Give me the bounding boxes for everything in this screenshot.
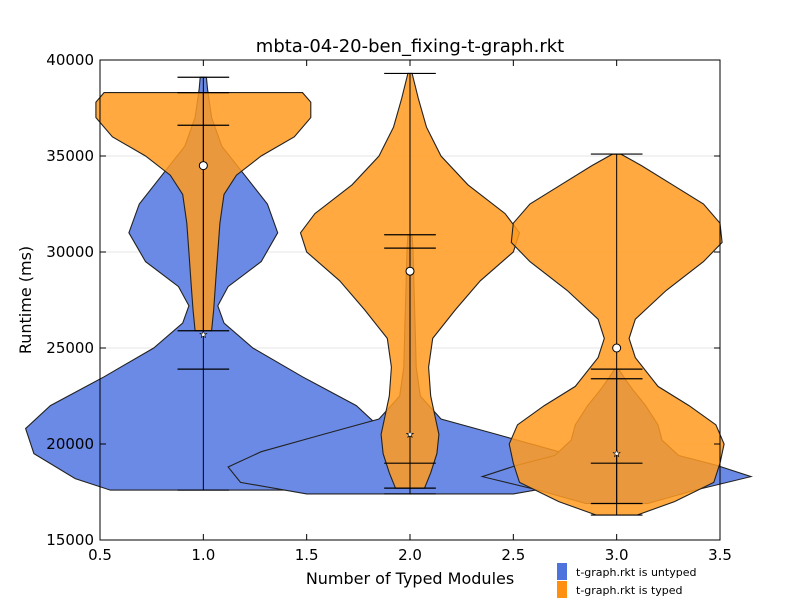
y-tick-label: 15000 (46, 531, 94, 549)
y-tick-label: 20000 (46, 435, 94, 453)
legend-label-untyped: t-graph.rkt is untyped (576, 566, 696, 579)
legend-label-typed: t-graph.rkt is typed (576, 584, 683, 597)
legend-swatch-untyped (557, 563, 567, 580)
legend: t-graph.rkt is untyped t-graph.rkt is ty… (557, 563, 696, 598)
mean-star-marker (199, 330, 208, 339)
x-tick-label: 0.5 (88, 546, 112, 564)
mean-star-marker (612, 449, 621, 458)
y-tick-label: 35000 (46, 147, 94, 165)
x-tick-label: 3.5 (708, 546, 732, 564)
mean-marker (198, 161, 208, 171)
y-tick-label: 30000 (46, 243, 94, 261)
y-tick-label: 25000 (46, 339, 94, 357)
x-tick-label: 2.0 (398, 546, 422, 564)
y-tick-label: 40000 (46, 51, 94, 69)
legend-swatch-typed (557, 581, 567, 598)
y-axis-label: Runtime (ms) (16, 246, 35, 354)
x-tick-label: 3.0 (605, 546, 629, 564)
mean-marker (405, 266, 415, 276)
tick-layer: 15000 20000 25000 30000 35000 40000 0.5 1.0 1.5 2… (46, 51, 732, 564)
mean-marker (612, 343, 622, 353)
x-tick-label: 1.0 (191, 546, 215, 564)
mean-star-marker (405, 429, 415, 439)
stat-layer (177, 72, 643, 516)
x-tick-label: 2.5 (501, 546, 525, 564)
x-tick-label: 1.5 (295, 546, 319, 564)
x-axis-label: Number of Typed Modules (306, 569, 514, 588)
chart-title: mbta-04-20-ben_fixing-t-graph.rkt (256, 36, 564, 57)
